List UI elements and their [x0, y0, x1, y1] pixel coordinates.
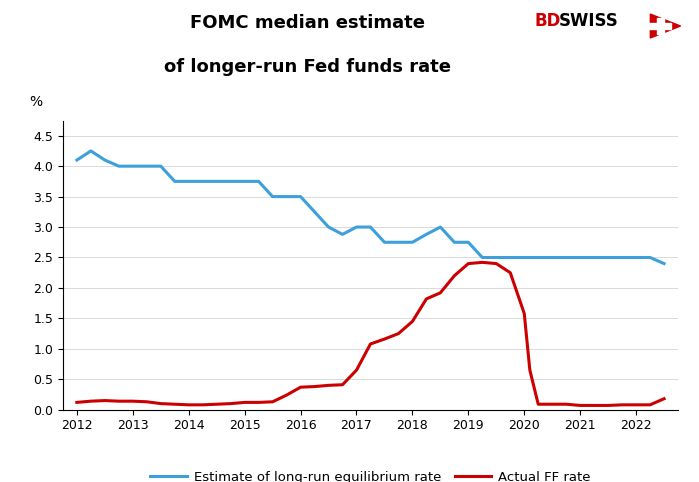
Text: of longer-run Fed funds rate: of longer-run Fed funds rate [164, 58, 451, 76]
Text: FOMC median estimate: FOMC median estimate [190, 14, 425, 32]
Legend: Estimate of long-run equilibrium rate, Actual FF rate: Estimate of long-run equilibrium rate, A… [145, 466, 596, 482]
Text: %: % [29, 95, 42, 109]
Text: BD: BD [535, 12, 561, 30]
Polygon shape [650, 14, 681, 38]
Bar [657, 18, 664, 34]
Text: SWISS: SWISS [559, 12, 619, 30]
Bar [649, 23, 672, 29]
